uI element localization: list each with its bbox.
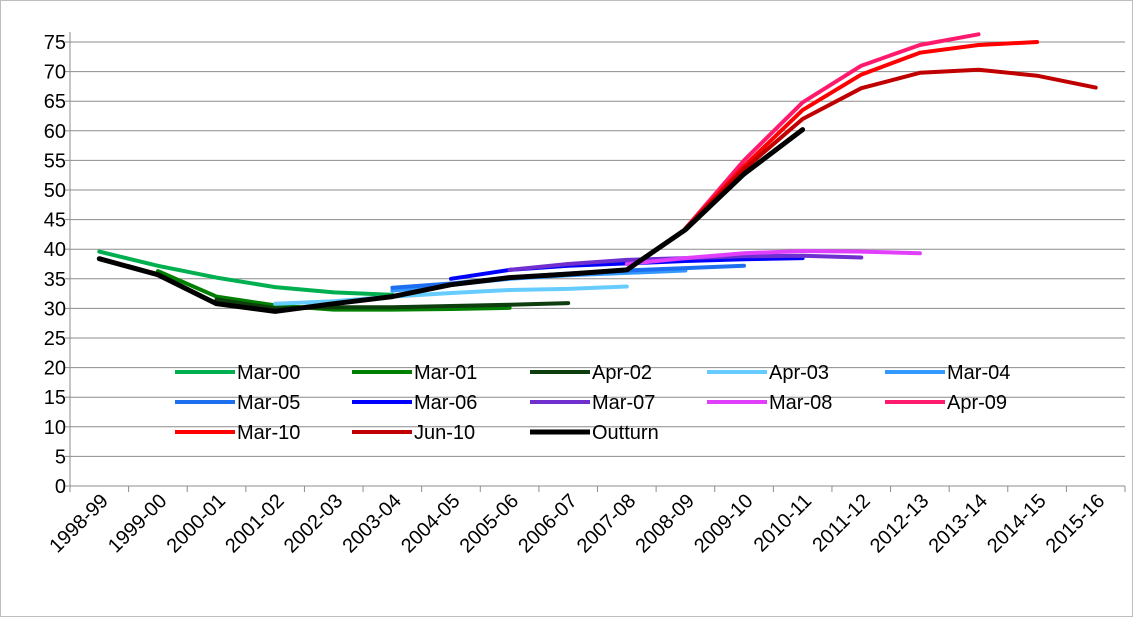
series-line-jun-10 [683, 67, 1098, 231]
y-tick-label: 55 [44, 150, 66, 172]
y-tick-label: 65 [44, 91, 66, 113]
x-tick-label: 2014-15 [983, 490, 1050, 557]
series-line-mar-00 [97, 249, 395, 297]
gridlines [70, 41, 1125, 457]
x-tick-label: 2002-03 [280, 490, 347, 557]
legend-label: Apr-09 [947, 392, 1007, 414]
series-line-outturn [96, 127, 806, 314]
legend-label: Mar-10 [237, 422, 300, 444]
x-tick-label: 2010-11 [750, 490, 816, 556]
x-tick-label: 2008-09 [631, 490, 698, 557]
x-tick-label: 2011-12 [808, 490, 874, 556]
x-tick-label: 1999-00 [104, 490, 171, 557]
legend-label: Mar-05 [237, 392, 300, 414]
y-tick-label: 5 [55, 446, 66, 468]
legend-label: Mar-07 [592, 392, 655, 414]
series-line-apr-09 [683, 32, 981, 231]
y-tick-label: 45 [44, 210, 66, 232]
legend-label: Apr-03 [769, 362, 829, 384]
x-tick-label: 2001-02 [221, 490, 288, 557]
y-tick-label: 25 [44, 328, 66, 350]
x-tick-label: 2000-01 [163, 490, 230, 557]
legend-label: Mar-04 [947, 362, 1010, 384]
x-tick-label: 2013-14 [925, 490, 992, 557]
axes [65, 32, 1126, 492]
y-tick-label: 40 [44, 239, 66, 261]
x-tick-label: 2007-08 [573, 490, 640, 557]
series-lines [96, 32, 1098, 314]
legend-label: Outturn [592, 422, 659, 444]
series-line-mar-08 [624, 249, 922, 266]
series-line-mar-10 [683, 40, 1040, 231]
y-tick-label: 15 [44, 387, 66, 409]
y-axis-tick-labels: 0 5 10 15 20 25 30 35 40 45 50 55 60 65 70 75 [44, 32, 66, 498]
y-tick-label: 75 [44, 32, 66, 54]
series-line-mar-01 [155, 269, 512, 312]
y-tick-label: 70 [44, 62, 66, 84]
x-axis-tick-labels: 1998-991999-002000-012001-022002-032003-… [45, 490, 1109, 557]
y-tick-label: 10 [44, 417, 66, 439]
series-line-apr-02 [214, 297, 571, 311]
x-tick-label: 2015-16 [1042, 490, 1109, 557]
legend-label: Mar-01 [414, 362, 477, 384]
legend-label: Apr-02 [592, 362, 652, 384]
x-tick-label: 2006-07 [514, 490, 581, 557]
x-tick-label: 1998-99 [45, 490, 112, 557]
legend-label: Jun-10 [414, 422, 475, 444]
y-tick-label: 50 [44, 180, 66, 202]
x-tick-label: 2003-04 [338, 490, 405, 557]
x-tick-label: 2009-10 [690, 490, 757, 557]
y-tick-label: 60 [44, 121, 66, 143]
legend-label: Mar-08 [769, 392, 832, 414]
y-tick-label: 30 [44, 298, 66, 320]
legend-label: Mar-06 [414, 392, 477, 414]
x-tick-label: 2004-05 [397, 490, 464, 557]
x-tick-label: 2005-06 [456, 490, 523, 557]
legend: Mar-00 Mar-01 Apr-02 Apr-03 Mar-04 Mar-05 Mar-… [175, 362, 1010, 444]
y-tick-label: 20 [44, 358, 66, 380]
x-tick-label: 2012-13 [866, 490, 933, 557]
y-tick-label: 0 [55, 476, 66, 498]
legend-label: Mar-00 [237, 362, 300, 384]
y-tick-label: 35 [44, 269, 66, 291]
series-line-apr-03 [273, 284, 629, 306]
